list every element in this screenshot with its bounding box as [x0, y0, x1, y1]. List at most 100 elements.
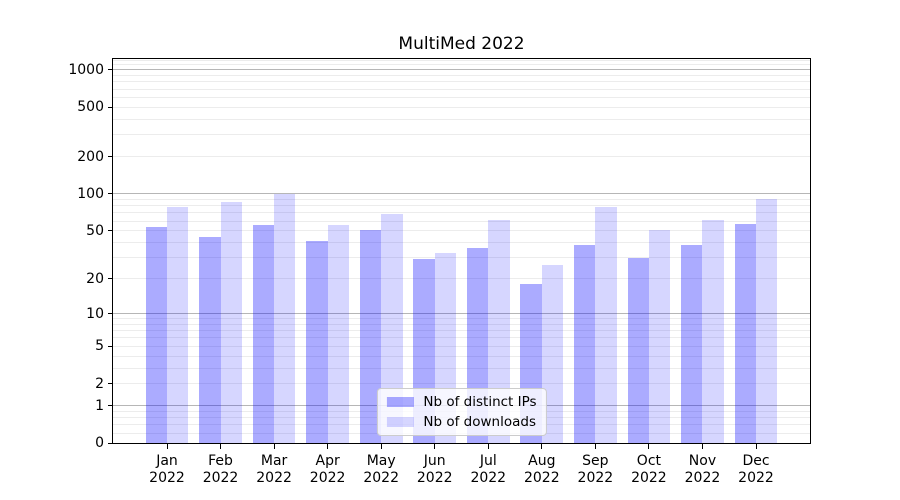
minor-gridline [113, 75, 810, 77]
x-tick-label-line: 2022 [577, 470, 614, 486]
minor-gridline [113, 220, 810, 222]
x-tick-label: Feb 2022 [189, 453, 253, 487]
bar-downloads [274, 193, 296, 443]
x-tick-label: Nov 2022 [670, 453, 734, 487]
minor-gridline [113, 212, 810, 214]
x-tick-mark [220, 444, 222, 449]
major-gridline [113, 69, 810, 71]
legend-entry-distinct-ips: Nb of distinct IPs [386, 394, 537, 410]
x-tick-mark [541, 444, 543, 449]
minor-gridline [113, 118, 810, 120]
y-tick-label: 200 [77, 148, 104, 165]
legend-swatch-downloads [386, 417, 414, 427]
x-tick-label: Jan 2022 [135, 453, 199, 487]
plot-area: Nb of distinct IPs Nb of downloads [112, 58, 811, 444]
y-tick-mark [108, 313, 113, 315]
x-tick-label-line: Jan [156, 453, 178, 469]
minor-gridline [113, 241, 810, 243]
bar-downloads [541, 265, 564, 443]
bar-downloads [327, 224, 350, 443]
x-tick-label-line: Sep [582, 453, 609, 469]
minor-gridline [113, 337, 810, 339]
x-tick-mark [701, 444, 703, 449]
y-tick-label: 1 [95, 397, 104, 414]
minor-gridline [113, 59, 810, 61]
x-tick-label-line: May [366, 453, 396, 469]
y-tick-label: 20 [86, 270, 104, 287]
x-tick-label-line: Mar [260, 453, 288, 469]
x-tick-label-line: 2022 [202, 470, 239, 486]
x-tick-mark [648, 444, 650, 449]
bar-downloads [167, 207, 189, 443]
y-tick-label: 100 [77, 185, 104, 202]
x-tick-label-line: Nov [688, 453, 717, 469]
y-tick-label: 500 [77, 99, 104, 116]
x-tick-label: Mar 2022 [242, 453, 306, 487]
minor-gridline [113, 330, 810, 332]
x-tick-label-line: 2022 [523, 470, 560, 486]
minor-gridline [113, 106, 810, 108]
bar-distinct-ips [145, 226, 167, 443]
x-tick-mark [755, 444, 757, 449]
legend-entry-downloads: Nb of downloads [386, 414, 536, 430]
y-tick-mark [108, 156, 113, 158]
bar-distinct-ips [199, 237, 221, 443]
y-tick-mark [108, 345, 113, 347]
x-tick-label: Jul 2022 [456, 453, 520, 487]
x-tick-label: Jun 2022 [403, 453, 467, 487]
major-gridline [113, 313, 810, 315]
minor-gridline [113, 383, 810, 385]
y-tick-mark [108, 405, 113, 407]
chart-title: MultiMed 2022 [398, 34, 525, 54]
x-tick-label: Sep 2022 [563, 453, 627, 487]
bar-downloads [595, 207, 617, 443]
x-tick-label-line: Oct [636, 453, 662, 469]
x-tick-label-line: Feb [208, 453, 233, 469]
x-tick-label: Aug 2022 [510, 453, 574, 487]
x-tick-label-line: 2022 [256, 470, 292, 486]
bar-downloads [648, 229, 671, 443]
x-tick-label-line: 2022 [470, 470, 507, 486]
x-tick-mark [273, 444, 275, 449]
minor-gridline [113, 96, 810, 98]
x-tick-label-line: 2022 [149, 470, 185, 486]
minor-gridline [113, 278, 810, 280]
x-tick-label-line: 2022 [631, 470, 667, 486]
x-tick-label-line: 2022 [363, 470, 399, 486]
x-tick-label: Dec 2022 [724, 453, 788, 487]
legend: Nb of distinct IPs Nb of downloads [376, 388, 547, 436]
minor-gridline [113, 345, 810, 347]
legend-label-downloads: Nb of downloads [423, 414, 536, 430]
bar-downloads [756, 199, 778, 443]
x-tick-label-line: Jul [479, 453, 497, 469]
x-tick-label: Oct 2022 [617, 453, 681, 487]
x-tick-mark [487, 444, 489, 449]
minor-gridline [113, 355, 810, 357]
major-gridline [113, 193, 810, 195]
x-tick-label-line: 2022 [416, 470, 453, 486]
bar-distinct-ips [252, 224, 275, 443]
x-tick-label-line: 2022 [309, 470, 346, 486]
x-tick-mark [434, 444, 436, 449]
x-tick-label-line: Dec [742, 453, 770, 469]
y-tick-mark [108, 193, 113, 195]
minor-gridline [113, 230, 810, 232]
minor-gridline [113, 257, 810, 259]
y-tick-mark [108, 230, 113, 232]
minor-gridline [113, 367, 810, 369]
y-tick-label: 0 [95, 435, 104, 451]
bar-downloads [220, 202, 242, 443]
x-tick-label-line: Aug [528, 453, 556, 469]
y-tick-label: 5 [95, 338, 104, 355]
x-tick-label-line: 2022 [684, 470, 721, 486]
x-tick-mark [594, 444, 596, 449]
bar-distinct-ips [681, 245, 703, 443]
x-tick-label-line: 2022 [738, 470, 774, 486]
y-tick-mark [108, 383, 113, 385]
bar-downloads [381, 214, 403, 443]
minor-gridline [113, 134, 810, 136]
bar-distinct-ips [359, 229, 382, 443]
bar-distinct-ips [306, 241, 328, 443]
x-tick-label-line: Jun [423, 453, 446, 469]
bar-downloads [702, 220, 724, 443]
